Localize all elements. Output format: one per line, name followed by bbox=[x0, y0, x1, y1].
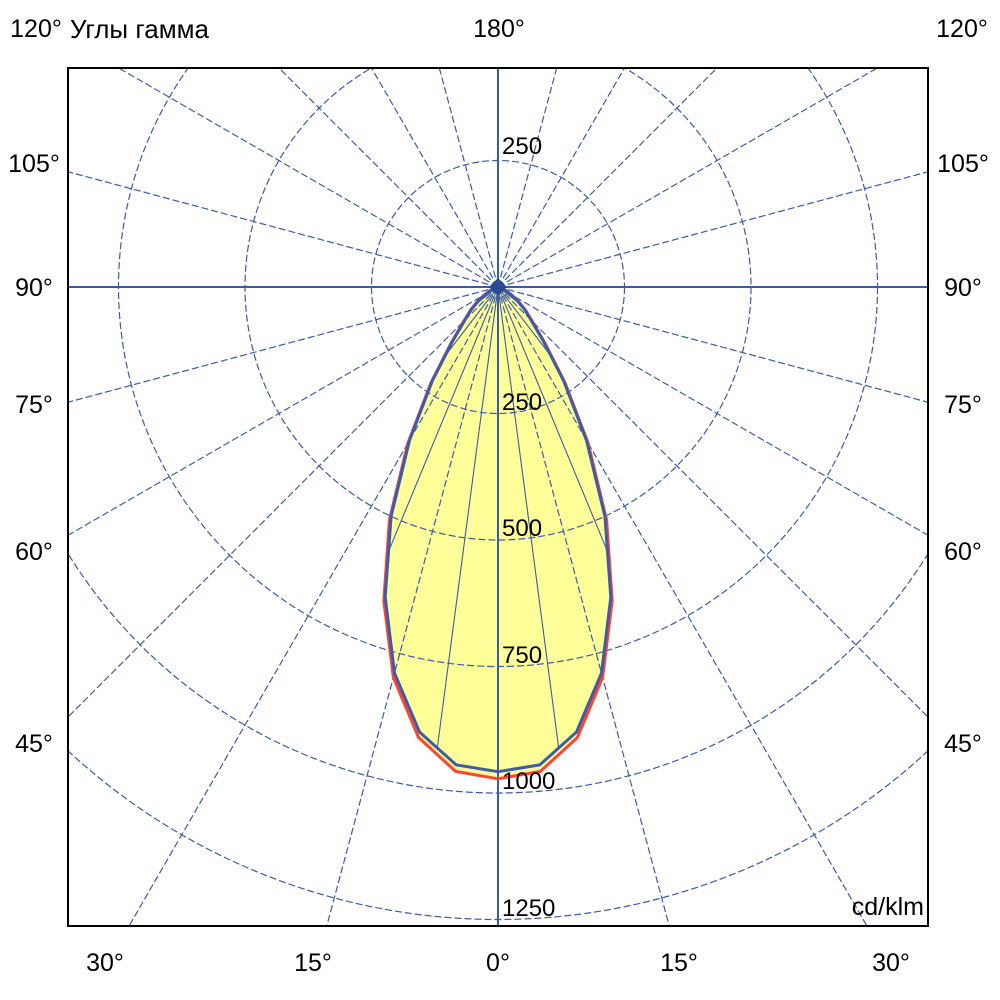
circle-value-labels: 250 250 500 750 1000 1250 bbox=[502, 133, 555, 922]
angle-label-left-105°: 105° bbox=[8, 150, 60, 178]
angle-label-bottom-1-15°: 15° bbox=[294, 949, 332, 977]
angle-label-right-90°: 90° bbox=[944, 274, 982, 302]
circle-label-250: 250 bbox=[502, 389, 542, 416]
center-marker bbox=[489, 278, 507, 296]
angle-label-right-60°: 60° bbox=[944, 538, 982, 566]
angle-label-top-180: 180° bbox=[473, 15, 525, 43]
unit-label: cd/klm bbox=[851, 893, 924, 921]
angle-label-right-75°: 75° bbox=[944, 391, 982, 419]
angle-label-right-45°: 45° bbox=[944, 730, 982, 758]
angle-label-bottom-3-15°: 15° bbox=[660, 949, 698, 977]
fan-ray--37.5 bbox=[441, 286, 499, 361]
angle-label-bottom-2-0°: 0° bbox=[486, 949, 510, 977]
angle-label-left-75°: 75° bbox=[15, 391, 53, 419]
circle-label-1000: 1000 bbox=[502, 768, 555, 795]
fan-ray--22.5 bbox=[385, 286, 499, 557]
circle-label-1250: 1250 bbox=[502, 895, 555, 922]
angle-label-right-120: 120° bbox=[936, 15, 988, 43]
fan-ray-7.5 bbox=[497, 286, 560, 749]
fan-ray-22.5 bbox=[497, 286, 611, 557]
circle-label-750: 750 bbox=[502, 642, 542, 669]
angle-label-right-105°: 105° bbox=[937, 150, 989, 178]
grid-ray-120 bbox=[497, 69, 877, 288]
grid-ray-165 bbox=[497, 69, 558, 288]
grid-ray-195 bbox=[438, 69, 499, 288]
angle-label-left-60°: 60° bbox=[15, 538, 53, 566]
angle-label-bottom-0-30°: 30° bbox=[86, 949, 124, 977]
angle-label-left-45°: 45° bbox=[15, 730, 53, 758]
beam-fan-rays bbox=[385, 286, 611, 749]
fan-ray-37.5 bbox=[497, 286, 555, 361]
plot-frame bbox=[67, 67, 929, 927]
angle-labels: 120° 120° 180° 105° 90° 75° 60° 45° 105° 90° 75° 60… bbox=[8, 15, 989, 977]
fan-ray--7.5 bbox=[436, 286, 499, 749]
angle-label-left-90°: 90° bbox=[15, 274, 53, 302]
circle-label-500: 500 bbox=[502, 515, 542, 542]
angle-label-left-120: 120° bbox=[10, 15, 62, 43]
diagram-title: Углы гамма bbox=[70, 14, 209, 44]
circle-label-top-250: 250 bbox=[502, 133, 542, 160]
curve-c90-c270 bbox=[383, 285, 613, 774]
angle-label-bottom-4-30°: 30° bbox=[872, 949, 910, 977]
